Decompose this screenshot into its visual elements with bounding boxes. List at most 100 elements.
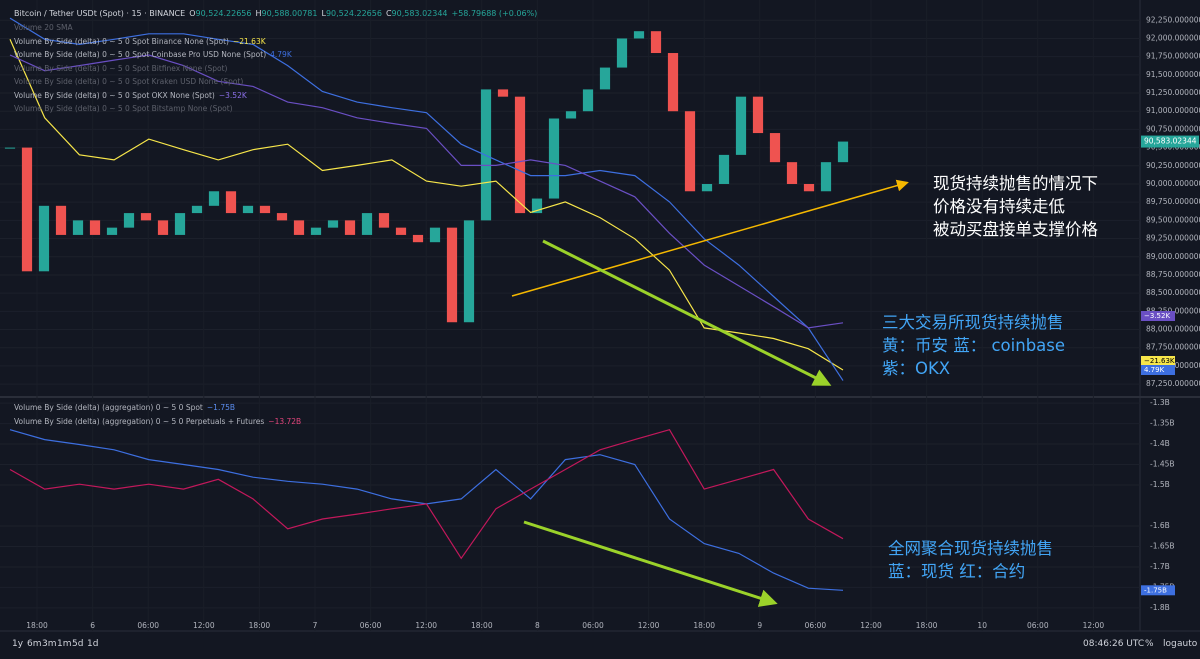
- legend-text: C: [385, 9, 392, 18]
- candle: [718, 154, 730, 184]
- legend-text: −3.52K: [218, 90, 247, 100]
- toolbar-button[interactable]: 1m: [57, 639, 72, 649]
- legend-row: Volume 20 SMA: [14, 23, 77, 32]
- series-tag-label: −21.63K: [1144, 357, 1175, 365]
- series-tag: [1141, 585, 1175, 596]
- candle: [446, 227, 458, 323]
- candle: [803, 183, 815, 192]
- series-tag: [1141, 365, 1175, 375]
- toolbar-button[interactable]: 3m: [42, 639, 57, 649]
- legend-text: 90,588.00781: [261, 9, 318, 18]
- x-tick-label: 12:00: [860, 621, 882, 630]
- series-tag: [1141, 356, 1175, 366]
- x-tick-label: 06:00: [805, 621, 827, 630]
- series-line: [9, 17, 844, 381]
- y-tick-label: 87,750.000000: [1146, 343, 1200, 352]
- x-tick-label: 12:00: [1083, 621, 1105, 630]
- x-tick-label: 06:00: [360, 621, 382, 630]
- candle: [463, 220, 475, 323]
- y-tick-label: 90,000.000000: [1146, 179, 1200, 188]
- toolbar-button[interactable]: 6m: [27, 639, 42, 649]
- candle: [310, 227, 322, 235]
- x-tick-label: 06:00: [137, 621, 159, 630]
- toolbar-button[interactable]: log: [1163, 639, 1177, 649]
- y-tick-label: 87,250.000000: [1146, 379, 1200, 388]
- candle: [259, 205, 271, 214]
- annotation-line: 蓝：现货 红：合约: [888, 562, 1026, 581]
- candle: [514, 96, 526, 214]
- legend-text: 90,524.22656: [325, 9, 382, 18]
- candle: [378, 213, 390, 228]
- x-tick-label: 18:00: [471, 621, 493, 630]
- series-tag-label: −3.52K: [1144, 312, 1170, 320]
- candle: [55, 205, 67, 235]
- candle: [837, 141, 849, 163]
- annotation-line: 全网聚合现货持续抛售: [888, 539, 1053, 558]
- y-tick-label: -1.8B: [1150, 603, 1170, 612]
- series-line: [9, 54, 844, 329]
- toolbar-button[interactable]: 5d: [72, 639, 84, 649]
- y-tick-label: -1.4B: [1150, 439, 1170, 448]
- toolbar-button[interactable]: 1d: [87, 639, 99, 649]
- candle: [72, 220, 84, 235]
- candle: [4, 147, 16, 149]
- series-tag-label: -1.75B: [1144, 586, 1167, 594]
- candle: [242, 205, 254, 214]
- price-tag-label: 90,583.02344: [1144, 137, 1197, 146]
- y-tick-label: 90,750.000000: [1146, 124, 1200, 133]
- toolbar-button[interactable]: 1y: [12, 639, 24, 649]
- legend-row: Volume By Side (delta) (aggregation) 0 ~…: [14, 417, 305, 426]
- legend-text: Volume By Side (delta) 0 ~ 5 0 Spot OKX …: [14, 90, 215, 100]
- candle: [327, 220, 339, 228]
- y-tick-label: 89,500.000000: [1146, 215, 1200, 224]
- y-tick-label: 89,750.000000: [1146, 197, 1200, 206]
- annotation-line: 被动买盘接单支撑价格: [933, 220, 1098, 239]
- x-tick-label: 18:00: [249, 621, 271, 630]
- annotation-arrow: [542, 239, 832, 386]
- y-tick-label: -1.6B: [1150, 521, 1170, 530]
- candle: [684, 111, 696, 192]
- candle: [225, 191, 237, 214]
- y-tick-label: -1.35B: [1150, 419, 1175, 428]
- legend-row: Volume By Side (delta) 0 ~ 5 0 Spot Bina…: [14, 37, 270, 46]
- legend-text: Volume By Side (delta) 0 ~ 5 0 Spot Bits…: [14, 104, 233, 113]
- candle: [208, 191, 220, 206]
- y-tick-label: 91,750.000000: [1146, 52, 1200, 61]
- legend-text: Volume By Side (delta) 0 ~ 5 0 Spot Bina…: [14, 36, 229, 46]
- x-tick-label: 9: [757, 621, 762, 630]
- x-tick-label: 06:00: [582, 621, 604, 630]
- annotation-line: 价格没有持续走低: [933, 197, 1065, 216]
- x-tick-label: 12:00: [193, 621, 215, 630]
- toolbar-button[interactable]: auto: [1177, 639, 1198, 649]
- legend-text: Volume 20 SMA: [14, 23, 73, 32]
- x-tick-label: 12:00: [638, 621, 660, 630]
- x-tick-label: 06:00: [1027, 621, 1049, 630]
- legend-row: Volume By Side (delta) 0 ~ 5 0 Spot Coin…: [14, 50, 296, 59]
- legend-text: 4.79K: [270, 50, 292, 59]
- legend-text: Volume By Side (delta) 0 ~ 5 0 Spot Bitf…: [14, 63, 228, 73]
- candle: [123, 213, 135, 228]
- legend-text: −1.75B: [206, 403, 236, 412]
- y-tick-label: 88,000.000000: [1146, 325, 1200, 334]
- candle: [599, 67, 611, 90]
- legend-row: Volume By Side (delta) 0 ~ 5 0 Spot Krak…: [14, 77, 247, 86]
- series-tag: [1141, 311, 1175, 321]
- series-line: [9, 39, 844, 371]
- legend-text: Volume By Side (delta) (aggregation) 0 ~…: [14, 416, 265, 426]
- candle: [667, 53, 679, 112]
- legend-text: Volume By Side (delta) 0 ~ 5 0 Spot Coin…: [14, 50, 267, 59]
- candle: [633, 31, 645, 39]
- candle: [191, 205, 203, 214]
- legend-text: +58.79688 (+0.06%): [451, 9, 538, 18]
- candle: [497, 89, 509, 97]
- candle: [820, 162, 832, 192]
- legend-text: −13.72B: [268, 416, 302, 426]
- legend-text: O: [189, 9, 196, 18]
- legend-text: Volume By Side (delta) 0 ~ 5 0 Spot Krak…: [14, 77, 244, 86]
- y-tick-label: 88,750.000000: [1146, 270, 1200, 279]
- x-tick-label: 10: [977, 621, 987, 630]
- toolbar-button[interactable]: %: [1145, 639, 1154, 649]
- annotation-line: 现货持续抛售的情况下: [933, 174, 1098, 193]
